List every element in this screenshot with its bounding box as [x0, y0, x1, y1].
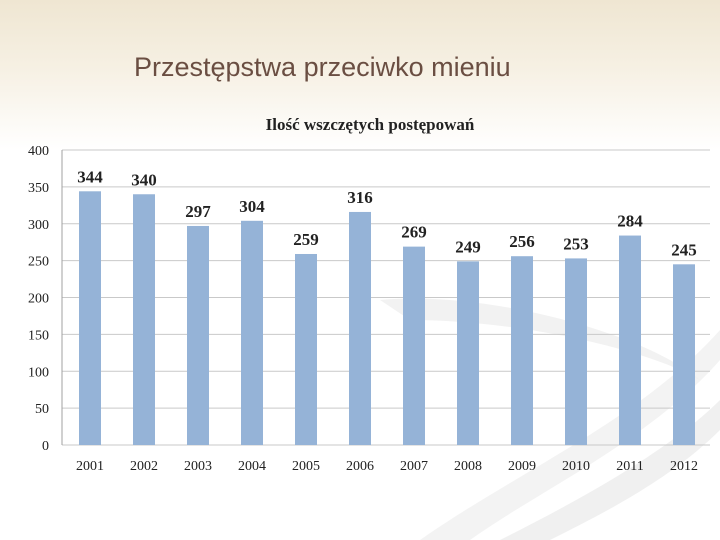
bar-2010 [565, 258, 587, 445]
y-axis-ticks: 0 50 100 150 200 250 300 350 400 [28, 144, 49, 454]
y-tick-label: 400 [28, 144, 49, 159]
data-labels: 344 340 297 304 259 316 269 249 256 253 284 245 [77, 167, 697, 259]
x-tick-label-2009: 2009 [508, 459, 536, 474]
bar-2004 [241, 220, 263, 445]
data-label-2001: 344 [77, 167, 103, 186]
chart-title: Ilość wszczętych postępowań [266, 115, 475, 134]
y-tick-label: 50 [35, 402, 49, 417]
bar-2001 [79, 191, 101, 445]
bar-2003 [187, 225, 209, 445]
data-label-2005: 259 [293, 230, 319, 249]
bar-2011 [619, 235, 641, 445]
y-tick-label: 350 [28, 181, 49, 196]
y-tick-label: 250 [28, 255, 49, 270]
bars [79, 191, 695, 445]
slide-title: Przestępstwa przeciwko mieniu [134, 52, 511, 82]
x-tick-label-2004: 2004 [238, 459, 266, 474]
data-label-2004: 304 [239, 197, 265, 216]
x-tick-label-2006: 2006 [346, 459, 374, 474]
x-axis-ticks: 2001 2002 2003 2004 2005 2006 2007 2008 2009 2010… [76, 459, 698, 474]
data-label-2002: 340 [131, 170, 157, 189]
data-label-2011: 284 [617, 212, 643, 231]
bar-2007 [403, 246, 425, 445]
data-label-2009: 256 [509, 232, 535, 251]
x-tick-label-2010: 2010 [562, 459, 590, 474]
data-label-2010: 253 [563, 234, 589, 253]
bar-2009 [511, 256, 533, 445]
data-label-2006: 316 [347, 188, 373, 207]
y-tick-label: 300 [28, 218, 49, 233]
bar-2002 [133, 194, 155, 445]
data-label-2007: 269 [401, 223, 427, 242]
data-label-2012: 245 [671, 240, 697, 259]
x-tick-label-2002: 2002 [130, 459, 158, 474]
x-tick-label-2011: 2011 [616, 459, 643, 474]
y-tick-label: 200 [28, 292, 49, 307]
header-background [0, 0, 720, 150]
y-tick-label: 0 [42, 439, 49, 454]
x-tick-label-2005: 2005 [292, 459, 320, 474]
bar-2005 [295, 253, 317, 445]
data-label-2008: 249 [455, 237, 481, 256]
x-tick-label-2008: 2008 [454, 459, 482, 474]
x-tick-label-2001: 2001 [76, 459, 104, 474]
y-tick-label: 100 [28, 365, 49, 380]
x-tick-label-2007: 2007 [400, 459, 428, 474]
bar-2012 [673, 264, 695, 445]
bar-2008 [457, 261, 479, 445]
x-tick-label-2003: 2003 [184, 459, 212, 474]
bar-2006 [349, 211, 371, 445]
grid-lines [61, 149, 710, 446]
data-label-2003: 297 [185, 202, 211, 221]
x-tick-label-2012: 2012 [670, 459, 698, 474]
y-tick-label: 150 [28, 328, 49, 343]
